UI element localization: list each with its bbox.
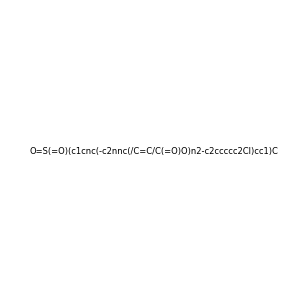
Text: O=S(=O)(c1cnc(-c2nnc(/C=C/C(=O)O)n2-c2ccccc2Cl)cc1)C: O=S(=O)(c1cnc(-c2nnc(/C=C/C(=O)O)n2-c2cc… <box>29 147 278 156</box>
